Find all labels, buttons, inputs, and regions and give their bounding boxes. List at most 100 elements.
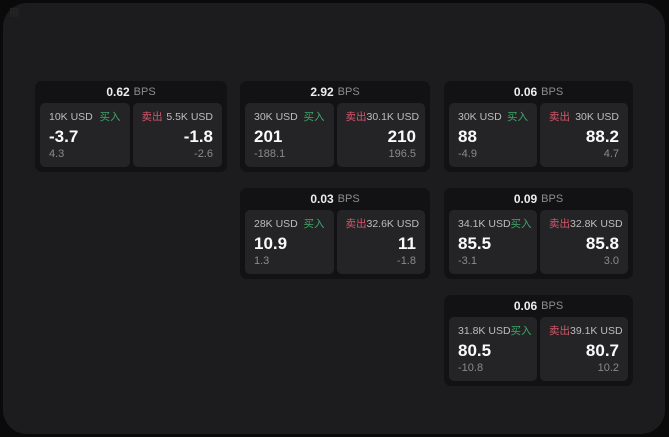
- card-body: 28K USD 买入 10.9 1.3 卖出 32.6K USD 11 -1.8: [240, 210, 430, 279]
- card-header: 0.03 BPS: [240, 188, 430, 210]
- buy-side-label: 买入: [510, 325, 532, 337]
- buy-side-label: 买入: [507, 111, 528, 123]
- card-body: 30K USD 买入 88 -4.9 卖出 30K USD 88.2 4.7: [444, 103, 633, 172]
- sell-panel[interactable]: 卖出 30.1K USD 210 196.5: [336, 103, 425, 167]
- sell-label-row: 卖出 32.6K USD: [345, 218, 420, 231]
- buy-label-row: 31.8K USD 买入: [458, 325, 532, 338]
- card-body: 10K USD 买入 -3.7 4.3 卖出 5.5K USD -1.8 -2.…: [35, 103, 227, 172]
- quote-card[interactable]: 2.92 BPS 30K USD 买入 201 -188.1 卖出 30.1K …: [240, 81, 430, 172]
- buy-subvalue: 4.3: [49, 148, 65, 160]
- card-header: 0.06 BPS: [444, 81, 633, 103]
- bps-unit-label: BPS: [133, 86, 156, 98]
- buy-amount: 28K USD: [254, 218, 298, 230]
- sell-subvalue: -2.6: [194, 148, 213, 160]
- sell-price: 80.7: [585, 341, 619, 360]
- sell-side-label: 卖出: [549, 325, 570, 337]
- sell-amount: 30.1K USD: [366, 111, 420, 123]
- buy-side-label: 买入: [99, 111, 121, 123]
- sell-price: 11: [398, 234, 416, 253]
- buy-subvalue: -188.1: [254, 148, 286, 160]
- sell-panel[interactable]: 卖出 32.8K USD 85.8 3.0: [540, 210, 628, 274]
- buy-label-row: 28K USD 买入: [254, 218, 325, 231]
- bps-value: 2.92: [310, 85, 334, 99]
- sell-panel[interactable]: 卖出 39.1K USD 80.7 10.2: [540, 317, 628, 381]
- sell-side-label: 卖出: [549, 111, 570, 123]
- buy-label-row: 34.1K USD 买入: [458, 218, 532, 231]
- bps-value: 0.62: [106, 85, 130, 99]
- buy-amount: 31.8K USD: [458, 325, 511, 337]
- sell-label-row: 卖出 39.1K USD: [549, 325, 623, 338]
- buy-side-label: 买入: [303, 111, 325, 123]
- buy-amount: 30K USD: [458, 111, 502, 123]
- sell-label-row: 卖出 5.5K USD: [142, 111, 214, 124]
- sell-subvalue: 196.5: [388, 148, 416, 160]
- sell-amount: 39.1K USD: [570, 325, 623, 337]
- sell-side-label: 卖出: [345, 218, 367, 230]
- buy-label-row: 10K USD 买入: [49, 111, 121, 124]
- sell-price: -1.8: [183, 127, 213, 146]
- buy-label-row: 30K USD 买入: [458, 111, 528, 124]
- buy-panel[interactable]: 31.8K USD 买入 80.5 -10.8: [449, 317, 537, 381]
- bps-value: 0.06: [513, 299, 538, 313]
- buy-amount: 10K USD: [49, 111, 93, 123]
- card-header: 0.62 BPS: [35, 81, 227, 103]
- sell-amount: 32.6K USD: [366, 218, 420, 230]
- sell-price: 88.2: [585, 127, 619, 146]
- buy-subvalue: -10.8: [458, 362, 484, 374]
- card-header: 0.09 BPS: [444, 188, 633, 210]
- buy-label-row: 30K USD 买入: [254, 111, 325, 124]
- sell-panel[interactable]: 卖出 5.5K USD -1.8 -2.6: [132, 103, 222, 167]
- sell-label-row: 卖出 30.1K USD: [345, 111, 420, 124]
- buy-price: 88: [458, 127, 477, 146]
- buy-panel[interactable]: 30K USD 买入 88 -4.9: [449, 103, 537, 167]
- buy-panel[interactable]: 10K USD 买入 -3.7 4.3: [40, 103, 130, 167]
- buy-side-label: 买入: [303, 218, 325, 230]
- sell-panel[interactable]: 卖出 32.6K USD 11 -1.8: [336, 210, 425, 274]
- card-body: 34.1K USD 买入 85.5 -3.1 卖出 32.8K USD 85.8…: [444, 210, 633, 279]
- buy-panel[interactable]: 34.1K USD 买入 85.5 -3.1: [449, 210, 537, 274]
- quote-card[interactable]: 0.06 BPS 31.8K USD 买入 80.5 -10.8 卖出 39.1…: [444, 295, 633, 386]
- buy-price: -3.7: [49, 127, 79, 146]
- bps-value: 0.03: [310, 192, 334, 206]
- sell-label-row: 卖出 30K USD: [549, 111, 619, 124]
- card-header: 0.06 BPS: [444, 295, 633, 317]
- app-corner-icon: ▦: [9, 6, 20, 18]
- buy-subvalue: -3.1: [458, 255, 477, 267]
- quote-card[interactable]: 0.03 BPS 28K USD 买入 10.9 1.3 卖出 32.6K US…: [240, 188, 430, 279]
- buy-subvalue: -4.9: [458, 148, 477, 160]
- bps-unit-label: BPS: [337, 193, 360, 205]
- sell-subvalue: 10.2: [597, 362, 619, 374]
- buy-panel[interactable]: 30K USD 买入 201 -188.1: [245, 103, 334, 167]
- buy-amount: 30K USD: [254, 111, 298, 123]
- sell-panel[interactable]: 卖出 30K USD 88.2 4.7: [540, 103, 628, 167]
- buy-side-label: 买入: [510, 218, 532, 230]
- sell-price: 85.8: [585, 234, 619, 253]
- card-header: 2.92 BPS: [240, 81, 430, 103]
- sell-subvalue: 4.7: [603, 148, 619, 160]
- quote-card[interactable]: 0.62 BPS 10K USD 买入 -3.7 4.3 卖出 5.5K USD…: [35, 81, 227, 172]
- card-body: 31.8K USD 买入 80.5 -10.8 卖出 39.1K USD 80.…: [444, 317, 633, 386]
- buy-price: 201: [254, 127, 283, 146]
- sell-subvalue: -1.8: [397, 255, 416, 267]
- bps-value: 0.06: [513, 85, 538, 99]
- buy-amount: 34.1K USD: [458, 218, 511, 230]
- sell-amount: 5.5K USD: [166, 111, 213, 123]
- sell-subvalue: 3.0: [603, 255, 619, 267]
- bps-unit-label: BPS: [337, 86, 360, 98]
- sell-amount: 32.8K USD: [570, 218, 623, 230]
- buy-price: 10.9: [254, 234, 288, 253]
- buy-subvalue: 1.3: [254, 255, 270, 267]
- buy-price: 80.5: [458, 341, 492, 360]
- sell-side-label: 卖出: [549, 218, 570, 230]
- sell-side-label: 卖出: [345, 111, 367, 123]
- bps-unit-label: BPS: [541, 193, 564, 205]
- quote-card[interactable]: 0.06 BPS 30K USD 买入 88 -4.9 卖出 30K USD 8…: [444, 81, 633, 172]
- quote-card[interactable]: 0.09 BPS 34.1K USD 买入 85.5 -3.1 卖出 32.8K…: [444, 188, 633, 279]
- bps-value: 0.09: [513, 192, 538, 206]
- buy-panel[interactable]: 28K USD 买入 10.9 1.3: [245, 210, 334, 274]
- sell-label-row: 卖出 32.8K USD: [549, 218, 623, 231]
- sell-price: 210: [387, 127, 416, 146]
- sell-side-label: 卖出: [141, 111, 163, 123]
- bps-unit-label: BPS: [541, 86, 564, 98]
